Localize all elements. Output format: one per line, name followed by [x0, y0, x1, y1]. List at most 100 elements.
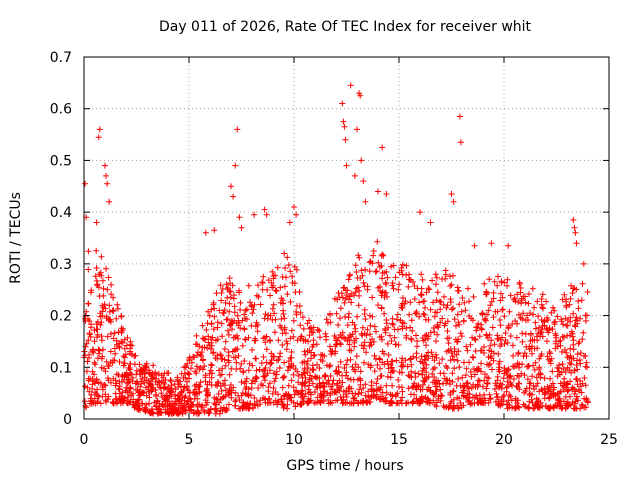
data-point — [464, 347, 471, 354]
data-point — [571, 385, 577, 392]
data-point — [499, 306, 506, 313]
data-point — [521, 350, 528, 357]
data-point — [530, 382, 537, 389]
data-point — [395, 341, 402, 348]
data-point — [263, 211, 270, 218]
data-point — [257, 301, 264, 308]
data-point — [454, 284, 461, 291]
data-point — [269, 284, 276, 291]
data-point — [510, 296, 517, 303]
data-point — [337, 341, 344, 348]
data-point — [435, 324, 442, 331]
data-point — [544, 383, 551, 390]
data-point — [127, 338, 134, 345]
data-point — [495, 402, 502, 409]
data-point — [385, 352, 392, 358]
data-point — [429, 277, 436, 284]
data-point — [465, 399, 472, 405]
data-point — [200, 407, 207, 414]
data-point — [463, 343, 470, 350]
data-point — [280, 311, 287, 317]
data-point — [434, 323, 441, 330]
data-point — [184, 378, 190, 385]
data-point — [243, 306, 250, 313]
data-point — [342, 287, 349, 294]
data-point — [387, 332, 393, 339]
data-point — [495, 351, 502, 357]
data-point — [252, 323, 259, 330]
data-point — [197, 379, 204, 386]
data-point — [565, 387, 572, 394]
data-point — [294, 337, 301, 344]
data-point — [298, 388, 305, 395]
data-point — [394, 390, 401, 397]
data-point — [522, 293, 528, 300]
data-point — [385, 365, 392, 372]
data-point — [574, 320, 581, 327]
data-point — [407, 356, 414, 363]
data-point — [379, 348, 386, 355]
data-point — [436, 360, 443, 367]
data-point — [450, 388, 457, 395]
data-point — [490, 350, 497, 357]
data-point — [358, 330, 365, 337]
data-point — [434, 289, 441, 296]
data-point — [271, 329, 278, 336]
data-point — [529, 343, 535, 350]
data-point — [468, 373, 475, 380]
data-point — [374, 238, 381, 245]
data-point — [412, 374, 419, 380]
data-point — [293, 266, 300, 273]
data-point — [136, 402, 143, 409]
data-point — [264, 370, 271, 377]
data-point — [102, 162, 108, 169]
data-point — [415, 370, 422, 377]
data-point — [384, 274, 391, 281]
data-point — [402, 357, 409, 364]
data-point — [554, 313, 561, 320]
data-point — [443, 404, 450, 410]
data-point — [398, 384, 405, 391]
data-point — [431, 379, 438, 386]
y-tick-label: 0.4 — [50, 205, 72, 221]
data-point — [110, 308, 117, 315]
data-point — [435, 395, 442, 402]
data-point — [409, 400, 416, 407]
data-point — [403, 332, 410, 339]
data-point — [481, 316, 488, 323]
data-point — [358, 157, 365, 164]
data-point — [224, 294, 231, 301]
data-point — [478, 368, 485, 375]
data-point — [464, 379, 471, 386]
data-point — [251, 211, 258, 218]
data-point — [120, 397, 127, 404]
data-point — [274, 264, 281, 271]
data-point — [318, 351, 324, 358]
data-point — [577, 315, 584, 322]
data-point — [230, 354, 237, 361]
data-point — [399, 325, 406, 332]
data-point — [522, 331, 529, 337]
data-point — [110, 400, 117, 407]
data-point — [337, 358, 344, 365]
y-tick-label: 0.7 — [50, 50, 72, 66]
data-point — [505, 366, 512, 373]
data-point — [300, 325, 307, 332]
data-point — [96, 271, 103, 278]
data-point — [481, 280, 488, 287]
data-point — [334, 296, 341, 303]
data-point — [320, 398, 327, 405]
data-point — [203, 388, 210, 395]
data-point — [540, 305, 546, 312]
data-point — [243, 375, 250, 382]
data-point — [106, 302, 113, 309]
data-point — [152, 378, 159, 385]
data-point — [515, 299, 522, 305]
data-point — [490, 314, 497, 321]
data-point — [427, 219, 434, 226]
data-point — [310, 329, 316, 336]
data-point — [434, 331, 441, 338]
data-point — [501, 341, 508, 347]
data-point — [95, 134, 102, 141]
data-point — [545, 388, 552, 395]
